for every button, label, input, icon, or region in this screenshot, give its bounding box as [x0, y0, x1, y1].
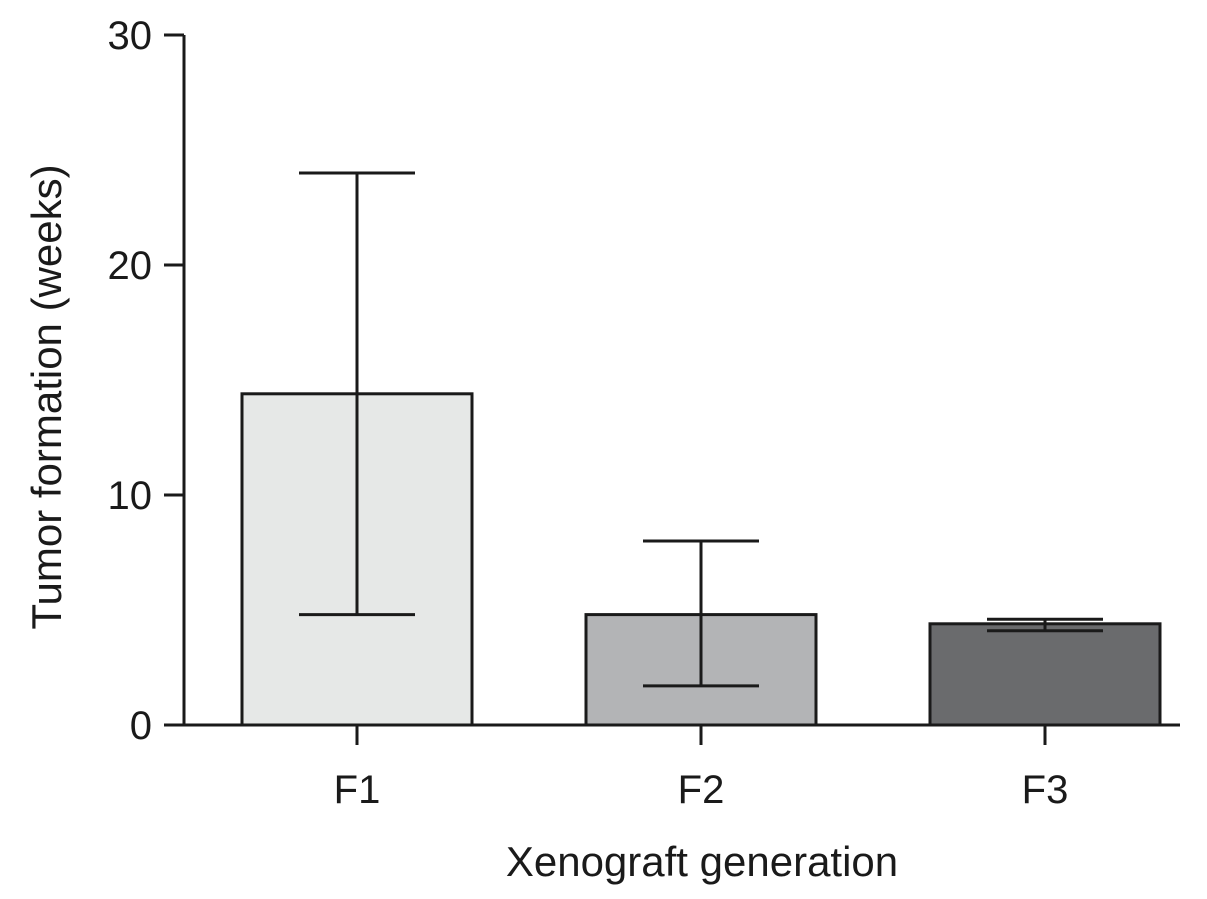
x-tick-label-F2: F2 [678, 768, 725, 812]
y-tick-label-10: 10 [108, 474, 153, 518]
error-bar-F2 [643, 539, 759, 688]
x-axis-title: Xenograft generation [506, 838, 898, 885]
error-bar-F3 [987, 617, 1103, 633]
y-axis-title: Tumor formation (weeks) [23, 164, 70, 629]
error-bars [299, 171, 1103, 688]
x-axis: F1 F2 F3 [184, 723, 1180, 812]
y-axis: 0 10 20 30 [108, 14, 186, 748]
x-tick-label-F1: F1 [334, 768, 381, 812]
x-tick-label-F3: F3 [1022, 768, 1069, 812]
error-bar-F1 [299, 171, 415, 617]
y-tick-label-0: 0 [130, 704, 152, 748]
y-tick-label-30: 30 [108, 14, 153, 58]
bar-F3 [928, 622, 1162, 727]
y-tick-label-20: 20 [108, 244, 153, 288]
